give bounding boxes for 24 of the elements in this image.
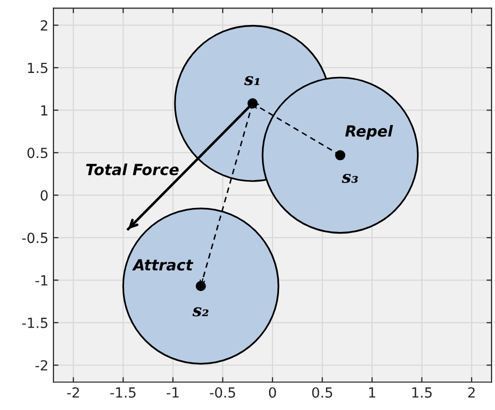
y-tick-label: 1.5 <box>28 62 48 74</box>
x-tick-label: -1 <box>166 387 179 398</box>
annotation: s₃ <box>342 174 358 183</box>
x-tick-label: 1.5 <box>412 387 432 398</box>
annotation: Repel <box>345 124 393 140</box>
y-tick-label: 1 <box>41 105 48 116</box>
y-tick-label: -1.5 <box>22 318 48 328</box>
y-tick-label: -1 <box>35 275 48 286</box>
x-tick-label: 1 <box>369 387 376 398</box>
x-tick-label: -2 <box>67 387 79 398</box>
y-tick-label: 0.5 <box>27 148 48 158</box>
x-tick-label: -1.5 <box>110 387 136 398</box>
y-tick-label: 2 <box>40 20 48 30</box>
y-tick-label: 0 <box>40 190 48 201</box>
annotation: s₂ <box>192 307 208 316</box>
y-tick-label: -0.5 <box>22 232 48 244</box>
annotation: Attract <box>132 259 194 271</box>
x-tick-label: -0.5 <box>210 387 236 398</box>
x-tick-label: 0.5 <box>312 387 332 398</box>
annotation: Total Force <box>86 163 179 176</box>
y-tick-label: -2 <box>35 360 48 370</box>
x-tick-label: 2 <box>468 387 475 398</box>
annotation: s₁ <box>244 76 260 86</box>
x-tick-label: 0 <box>268 387 276 398</box>
